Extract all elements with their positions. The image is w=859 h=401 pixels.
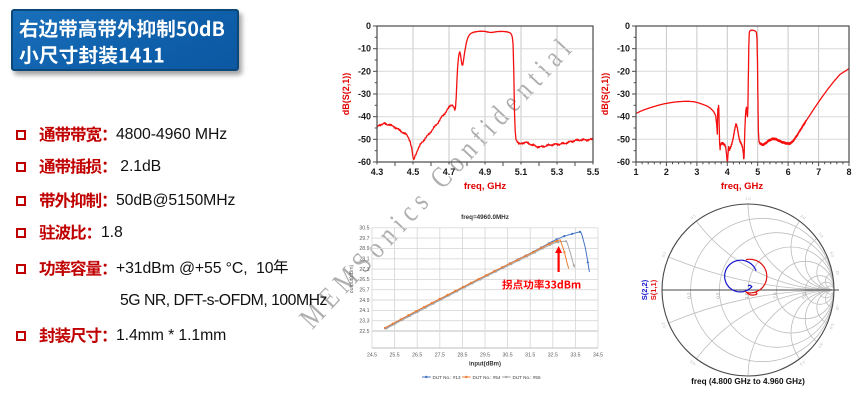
svg-text:-2.0: -2.0 <box>799 359 807 366</box>
svg-text:-20: -20 <box>358 66 371 76</box>
svg-text:-60: -60 <box>358 157 371 167</box>
svg-text:-10: -10 <box>358 44 371 54</box>
svg-text:-50: -50 <box>358 134 371 144</box>
svg-text:6: 6 <box>786 167 791 177</box>
svg-text:30.5: 30.5 <box>503 353 513 359</box>
svg-text:2.0: 2.0 <box>799 214 806 220</box>
svg-text:28.1: 28.1 <box>359 257 369 263</box>
svg-text:34.5: 34.5 <box>593 353 603 359</box>
svg-text:28.9: 28.9 <box>359 246 369 252</box>
svg-text:-10: -10 <box>835 304 840 310</box>
svg-text:2: 2 <box>664 167 669 177</box>
svg-text:5.0: 5.0 <box>829 251 835 257</box>
svg-text:-20: -20 <box>617 66 630 76</box>
svg-text:-10: -10 <box>617 44 630 54</box>
svg-text:5.3: 5.3 <box>551 167 564 177</box>
svg-text:freq, GHz: freq, GHz <box>721 181 763 192</box>
svg-text:25.5: 25.5 <box>390 353 400 359</box>
svg-text:5.5: 5.5 <box>587 167 600 177</box>
svg-text:dB(S(2,1)): dB(S(2,1)) <box>341 73 351 116</box>
svg-text:-3.0: -3.0 <box>817 341 824 349</box>
svg-text:input(dBm): input(dBm) <box>469 362 501 368</box>
svg-text:0.2: 0.2 <box>687 292 692 299</box>
svg-text:31.5: 31.5 <box>525 353 535 359</box>
svg-text:-30: -30 <box>617 89 630 99</box>
svg-text:24.9: 24.9 <box>359 298 369 304</box>
svg-text:5: 5 <box>755 167 760 177</box>
svg-text:24.5: 24.5 <box>367 353 377 359</box>
svg-text:-0.2: -0.2 <box>661 322 667 330</box>
svg-text:1: 1 <box>633 167 638 177</box>
svg-text:4.9: 4.9 <box>479 167 492 177</box>
svg-text:DUT No.: #13: DUT No.: #13 <box>433 375 461 380</box>
svg-text:5.0: 5.0 <box>801 292 806 299</box>
svg-text:S(1,1): S(1,1) <box>649 279 658 300</box>
svg-text:S(2,2): S(2,2) <box>640 279 649 300</box>
svg-text:-0.5: -0.5 <box>689 359 697 366</box>
svg-text:dB(S(2,1)): dB(S(2,1)) <box>600 73 610 116</box>
svg-text:-50: -50 <box>617 134 630 144</box>
svg-text:-40: -40 <box>358 112 371 122</box>
svg-text:2.0: 2.0 <box>773 292 778 299</box>
svg-text:29.7: 29.7 <box>359 236 369 242</box>
svg-text:28.5: 28.5 <box>457 353 467 359</box>
svg-text:23.3: 23.3 <box>359 319 369 325</box>
svg-text:-5.0: -5.0 <box>829 322 835 330</box>
svg-text:22.5: 22.5 <box>359 329 369 335</box>
svg-text:3: 3 <box>694 167 699 177</box>
svg-text:0: 0 <box>625 21 630 31</box>
svg-text:4.7: 4.7 <box>443 167 456 177</box>
svg-text:24.1: 24.1 <box>359 308 369 314</box>
svg-text:DUT No.: #54: DUT No.: #54 <box>473 375 501 380</box>
svg-text:33.5: 33.5 <box>570 353 580 359</box>
svg-text:10: 10 <box>835 270 840 275</box>
svg-text:25.7: 25.7 <box>359 288 369 294</box>
svg-text:0: 0 <box>366 21 371 31</box>
svg-text:7: 7 <box>816 167 821 177</box>
svg-text:30.5: 30.5 <box>359 226 369 232</box>
svg-text:27.5: 27.5 <box>435 353 445 359</box>
svg-text:output(dBm): output(dBm) <box>349 264 355 293</box>
svg-text:4: 4 <box>725 167 730 177</box>
svg-text:27.3: 27.3 <box>359 267 369 273</box>
svg-text:1.0: 1.0 <box>745 197 750 201</box>
svg-text:-30: -30 <box>358 89 371 99</box>
svg-text:26.5: 26.5 <box>412 353 422 359</box>
svg-text:29.5: 29.5 <box>480 353 490 359</box>
svg-text:4.5: 4.5 <box>407 167 420 177</box>
svg-text:-60: -60 <box>617 157 630 167</box>
svg-text:5.1: 5.1 <box>515 167 528 177</box>
svg-text:0.2: 0.2 <box>661 251 667 257</box>
svg-text:-40: -40 <box>617 112 630 122</box>
svg-text:freq (4.800 GHz to 4.960 GHz): freq (4.800 GHz to 4.960 GHz) <box>691 377 805 386</box>
svg-text:freq=4960.0MHz: freq=4960.0MHz <box>461 214 509 221</box>
svg-text:0.5: 0.5 <box>690 214 697 220</box>
svg-text:freq, GHz: freq, GHz <box>464 181 506 192</box>
svg-text:8: 8 <box>846 167 851 177</box>
svg-text:4.3: 4.3 <box>371 167 384 177</box>
svg-text:32.5: 32.5 <box>548 353 558 359</box>
svg-text:DUT No.: #55: DUT No.: #55 <box>513 375 541 380</box>
svg-text:-1.0: -1.0 <box>745 379 752 383</box>
svg-text:3.0: 3.0 <box>818 232 824 239</box>
svg-text:1.0: 1.0 <box>744 292 749 299</box>
svg-text:0.5: 0.5 <box>715 292 720 299</box>
svg-text:26.5: 26.5 <box>359 277 369 283</box>
